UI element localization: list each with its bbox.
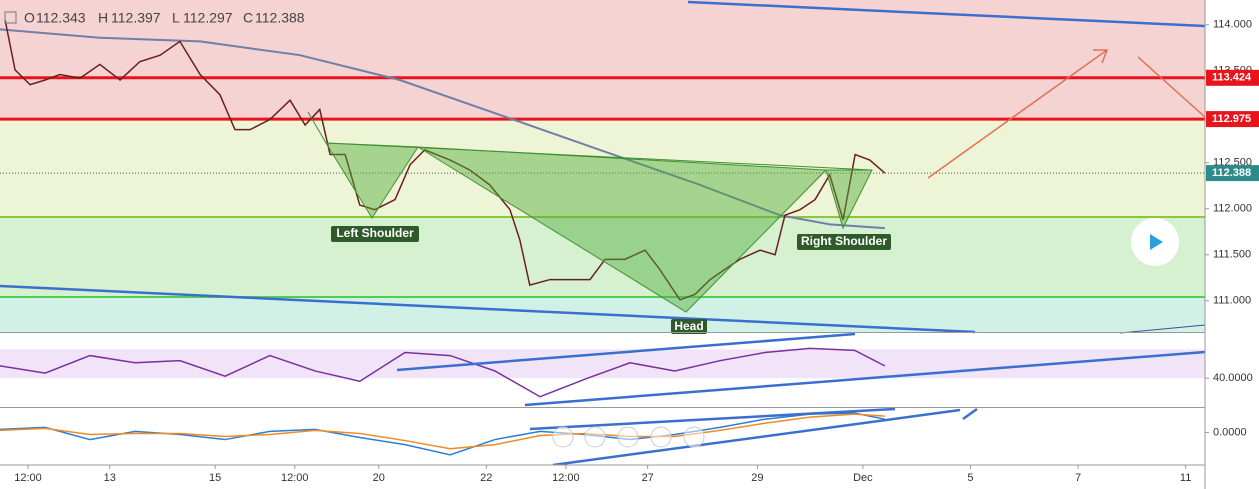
reset-button[interactable] (617, 426, 639, 448)
zoom-out-button[interactable] (584, 426, 606, 448)
ohlc-value: 112.343 (36, 10, 86, 26)
x-tick-label: 12:00 (281, 472, 309, 484)
price-line (4, 20, 886, 301)
right-shoulder-shape (825, 169, 873, 230)
price-label: 112.388 (1212, 167, 1251, 179)
price-label: 113.424 (1212, 72, 1252, 84)
arrow (927, 49, 1108, 179)
annotation-box (331, 226, 419, 242)
x-tick-label: 22 (480, 472, 492, 484)
ohlc-key: L (172, 10, 180, 26)
ohlc-value: 112.397 (111, 10, 161, 26)
x-tick-label: 27 (642, 472, 654, 484)
y-tick-label: 112.000 (1213, 203, 1252, 215)
arrow-head (1093, 49, 1109, 64)
ohlc-key: H (98, 10, 108, 26)
pattern-leg (307, 111, 327, 144)
price-label-box (1206, 165, 1259, 182)
rsi-trend-line (396, 332, 856, 372)
x-tick-label: 12:00 (14, 472, 42, 484)
y-tick-label: 111.500 (1213, 249, 1251, 261)
plot (0, 20, 1205, 456)
zone (0, 217, 1205, 298)
toolbar (552, 218, 1179, 448)
macd-line (0, 413, 885, 450)
rsi-trend-line (524, 350, 1206, 407)
ohlc-value: 112.388 (255, 10, 305, 26)
x-tick-label: 29 (751, 472, 763, 484)
moving-average (0, 28, 885, 230)
x-tick-label: Dec (853, 472, 873, 484)
play-icon (1150, 234, 1163, 250)
trend-line (1119, 324, 1206, 334)
trend-line (687, 0, 1206, 28)
head-shape (417, 146, 828, 313)
neckline (325, 142, 873, 171)
x-tick-label: 7 (1075, 472, 1081, 484)
y-tick-label: 0.0000 (1213, 426, 1247, 438)
trend-line (0, 284, 976, 334)
annotation-box (671, 319, 707, 334)
price-label: 112.975 (1212, 113, 1251, 125)
zone (0, 0, 1205, 120)
x-tick-label: 20 (373, 472, 385, 484)
price-label-box (1206, 111, 1259, 128)
y-tick-label: 40.0000 (1213, 372, 1253, 384)
zone (0, 119, 1205, 218)
x-tick-label: 12:00 (552, 472, 580, 484)
annotation-box (797, 234, 891, 250)
macd-trend-line (552, 408, 961, 467)
price-label-box (1206, 69, 1259, 86)
y-tick-label: 111.000 (1213, 295, 1251, 307)
zoom-in-button[interactable] (650, 426, 672, 448)
annotations: Left Shoulder Head Right Shoulder (331, 226, 891, 334)
time-axis (0, 465, 1205, 489)
annotation: Left Shoulder (336, 226, 414, 240)
annotation: Head (674, 319, 703, 333)
x-tick-label: 5 (967, 472, 973, 484)
annotation: Right Shoulder (801, 234, 887, 248)
ohlc-key: O (24, 10, 35, 26)
arrow (1137, 56, 1206, 118)
ohlc-header: O 112.343 H 112.397 L 112.297 C 112.388 (4, 10, 305, 26)
collapse-icon[interactable] (4, 11, 17, 24)
scroll-left-button[interactable] (552, 426, 574, 448)
ohlc-key: C (243, 10, 253, 26)
axes: 12:00 13 15 12:00 20 22 12:00 27 29 Dec 5 7 11 111.00… (14, 19, 1259, 484)
pattern (307, 111, 873, 313)
ohlc-value: 112.297 (183, 10, 233, 26)
drawings (0, 0, 1206, 467)
y-tick-label: 114.000 (1213, 19, 1252, 31)
scroll-right-button[interactable] (683, 426, 705, 448)
x-tick-label: 11 (1180, 472, 1191, 484)
x-tick-label: 15 (209, 472, 221, 484)
macd-trend-line (529, 407, 896, 431)
x-tick-label: 13 (104, 472, 116, 484)
macd-trend-line (962, 407, 978, 421)
macd-line (0, 412, 885, 456)
rsi-line (0, 347, 886, 398)
